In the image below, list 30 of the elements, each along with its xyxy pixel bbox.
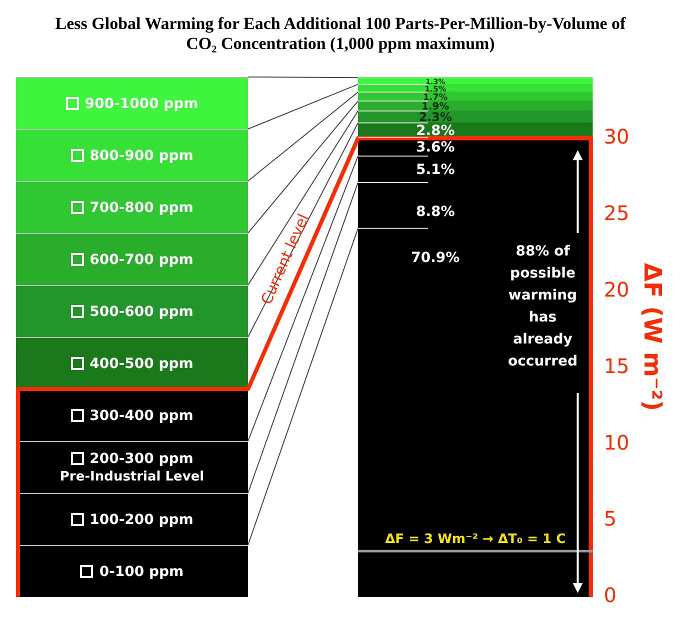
legend-label: 800-900 ppm — [90, 148, 194, 164]
text: Pre-Industrial Level — [60, 469, 204, 484]
annotation: 70.9% — [411, 250, 460, 266]
annotation: 2.3% — [418, 110, 452, 124]
y-tick-label: 0 — [604, 583, 616, 608]
legend-label: 300-400 ppm — [90, 408, 194, 424]
y-tick-label: 20 — [604, 277, 630, 302]
annotation: 2.8% — [416, 122, 455, 139]
y-tick-label: 30 — [604, 124, 630, 148]
legend-label: 900-1000 ppm — [84, 96, 198, 112]
chart-title: Less Global Warming for Each Additional 100 Parts-Per-Million-by-Volume of CO₂ Concentration (1,000 ppm maximum) — [54, 13, 627, 55]
legend-label: 400-500 ppm — [90, 356, 194, 372]
y-tick-label: 5 — [604, 506, 616, 531]
legend-label: 500-600 ppm — [90, 304, 194, 320]
legend-label: 100-200 ppm — [90, 512, 194, 528]
y-tick-label: 10 — [604, 430, 630, 454]
y-tick-label: 25 — [604, 200, 630, 225]
annotation: 3.6% — [416, 139, 455, 156]
y-tick-label: 15 — [604, 354, 630, 378]
ref-line-label: ΔF = 3 Wm⁻² → ΔT₀ = 1 C — [385, 532, 566, 548]
legend-label: 200-300 ppm — [90, 450, 194, 466]
annotation: 5.1% — [416, 162, 455, 178]
legend-label: 0-100 ppm — [99, 564, 184, 580]
annotation: 8.8% — [416, 204, 455, 220]
legend-label: 600-700 ppm — [90, 252, 194, 268]
legend-label: 700-800 ppm — [90, 200, 194, 216]
annotation: 1.9% — [422, 102, 450, 113]
y-axis-title: ΔF (W m⁻²) — [638, 262, 666, 412]
annotation: 1.7% — [423, 92, 448, 103]
annotation: 88% of possible warming has already occurred — [508, 244, 578, 370]
